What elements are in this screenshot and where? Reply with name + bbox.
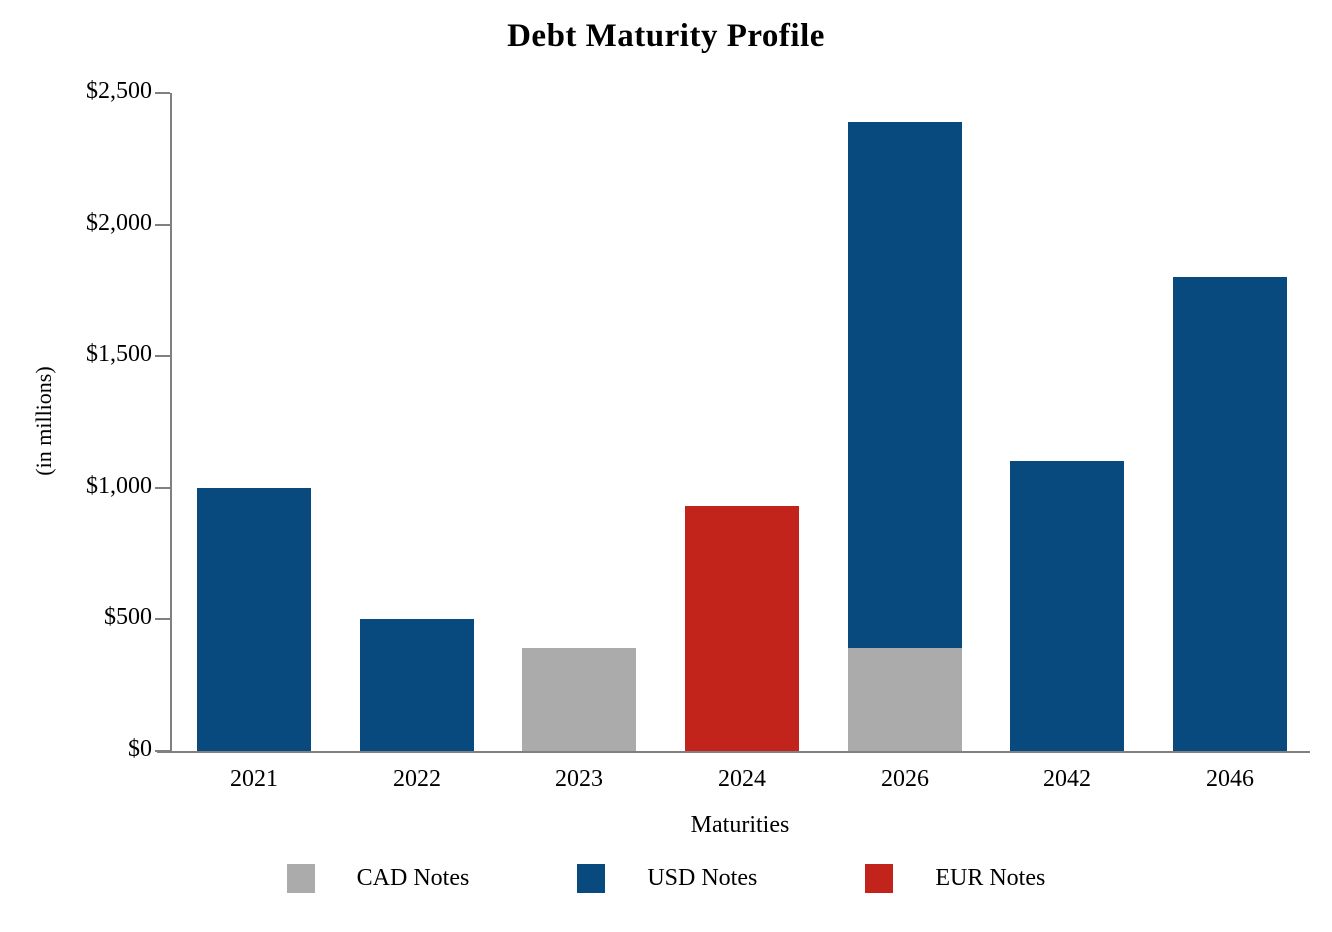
bar-2023-cad-notes <box>522 648 636 751</box>
y-tick-mark <box>155 486 170 489</box>
legend-item-usd-notes: USD Notes <box>577 863 758 893</box>
y-tick-label: $0 <box>128 736 152 762</box>
legend-item-eur-notes: EUR Notes <box>865 863 1046 893</box>
bar-2042-usd-notes <box>1010 461 1124 751</box>
legend-label: CAD Notes <box>356 864 470 891</box>
x-axis-baseline <box>157 751 1310 753</box>
x-tick-label-2022: 2022 <box>393 766 441 792</box>
y-tick-label: $2,500 <box>86 78 152 104</box>
y-tick-label: $1,000 <box>86 472 152 499</box>
chart-title: Debt Maturity Profile <box>507 18 825 54</box>
legend-item-cad-notes: CAD Notes <box>286 863 470 893</box>
y-tick-mark <box>155 223 170 226</box>
x-axis-title: Maturities <box>690 812 790 838</box>
y-tick-label: $2,000 <box>86 209 152 236</box>
y-tick-label: $1,500 <box>86 341 152 368</box>
legend: CAD Notes USD Notes EUR Notes <box>0 858 1332 898</box>
bar-2026-usd-notes <box>848 121 962 649</box>
legend-swatch-icon <box>286 863 315 893</box>
y-tick-mark <box>155 618 170 621</box>
bar-2022-usd-notes <box>360 619 474 751</box>
legend-label: EUR Notes <box>935 864 1046 891</box>
x-tick-label-2024: 2024 <box>718 766 766 792</box>
bar-2046-usd-notes <box>1173 277 1287 751</box>
x-tick-label-2046: 2046 <box>1206 766 1254 792</box>
y-tick-mark <box>155 750 170 752</box>
y-tick-label: $500 <box>104 604 152 631</box>
x-tick-label-2023: 2023 <box>555 766 603 792</box>
y-tick-mark <box>155 92 170 94</box>
bar-2024-eur-notes <box>685 506 799 751</box>
x-tick-label-2026: 2026 <box>881 766 929 792</box>
bar-2021-usd-notes <box>197 487 311 751</box>
bar-2026-cad-notes <box>848 648 962 751</box>
legend-swatch-icon <box>577 863 606 893</box>
legend-label: USD Notes <box>647 864 758 891</box>
legend-swatch-icon <box>865 863 894 893</box>
y-tick-mark <box>155 355 170 358</box>
y-axis-line <box>170 93 172 753</box>
x-tick-label-2042: 2042 <box>1043 766 1091 792</box>
x-tick-label-2021: 2021 <box>230 766 278 792</box>
